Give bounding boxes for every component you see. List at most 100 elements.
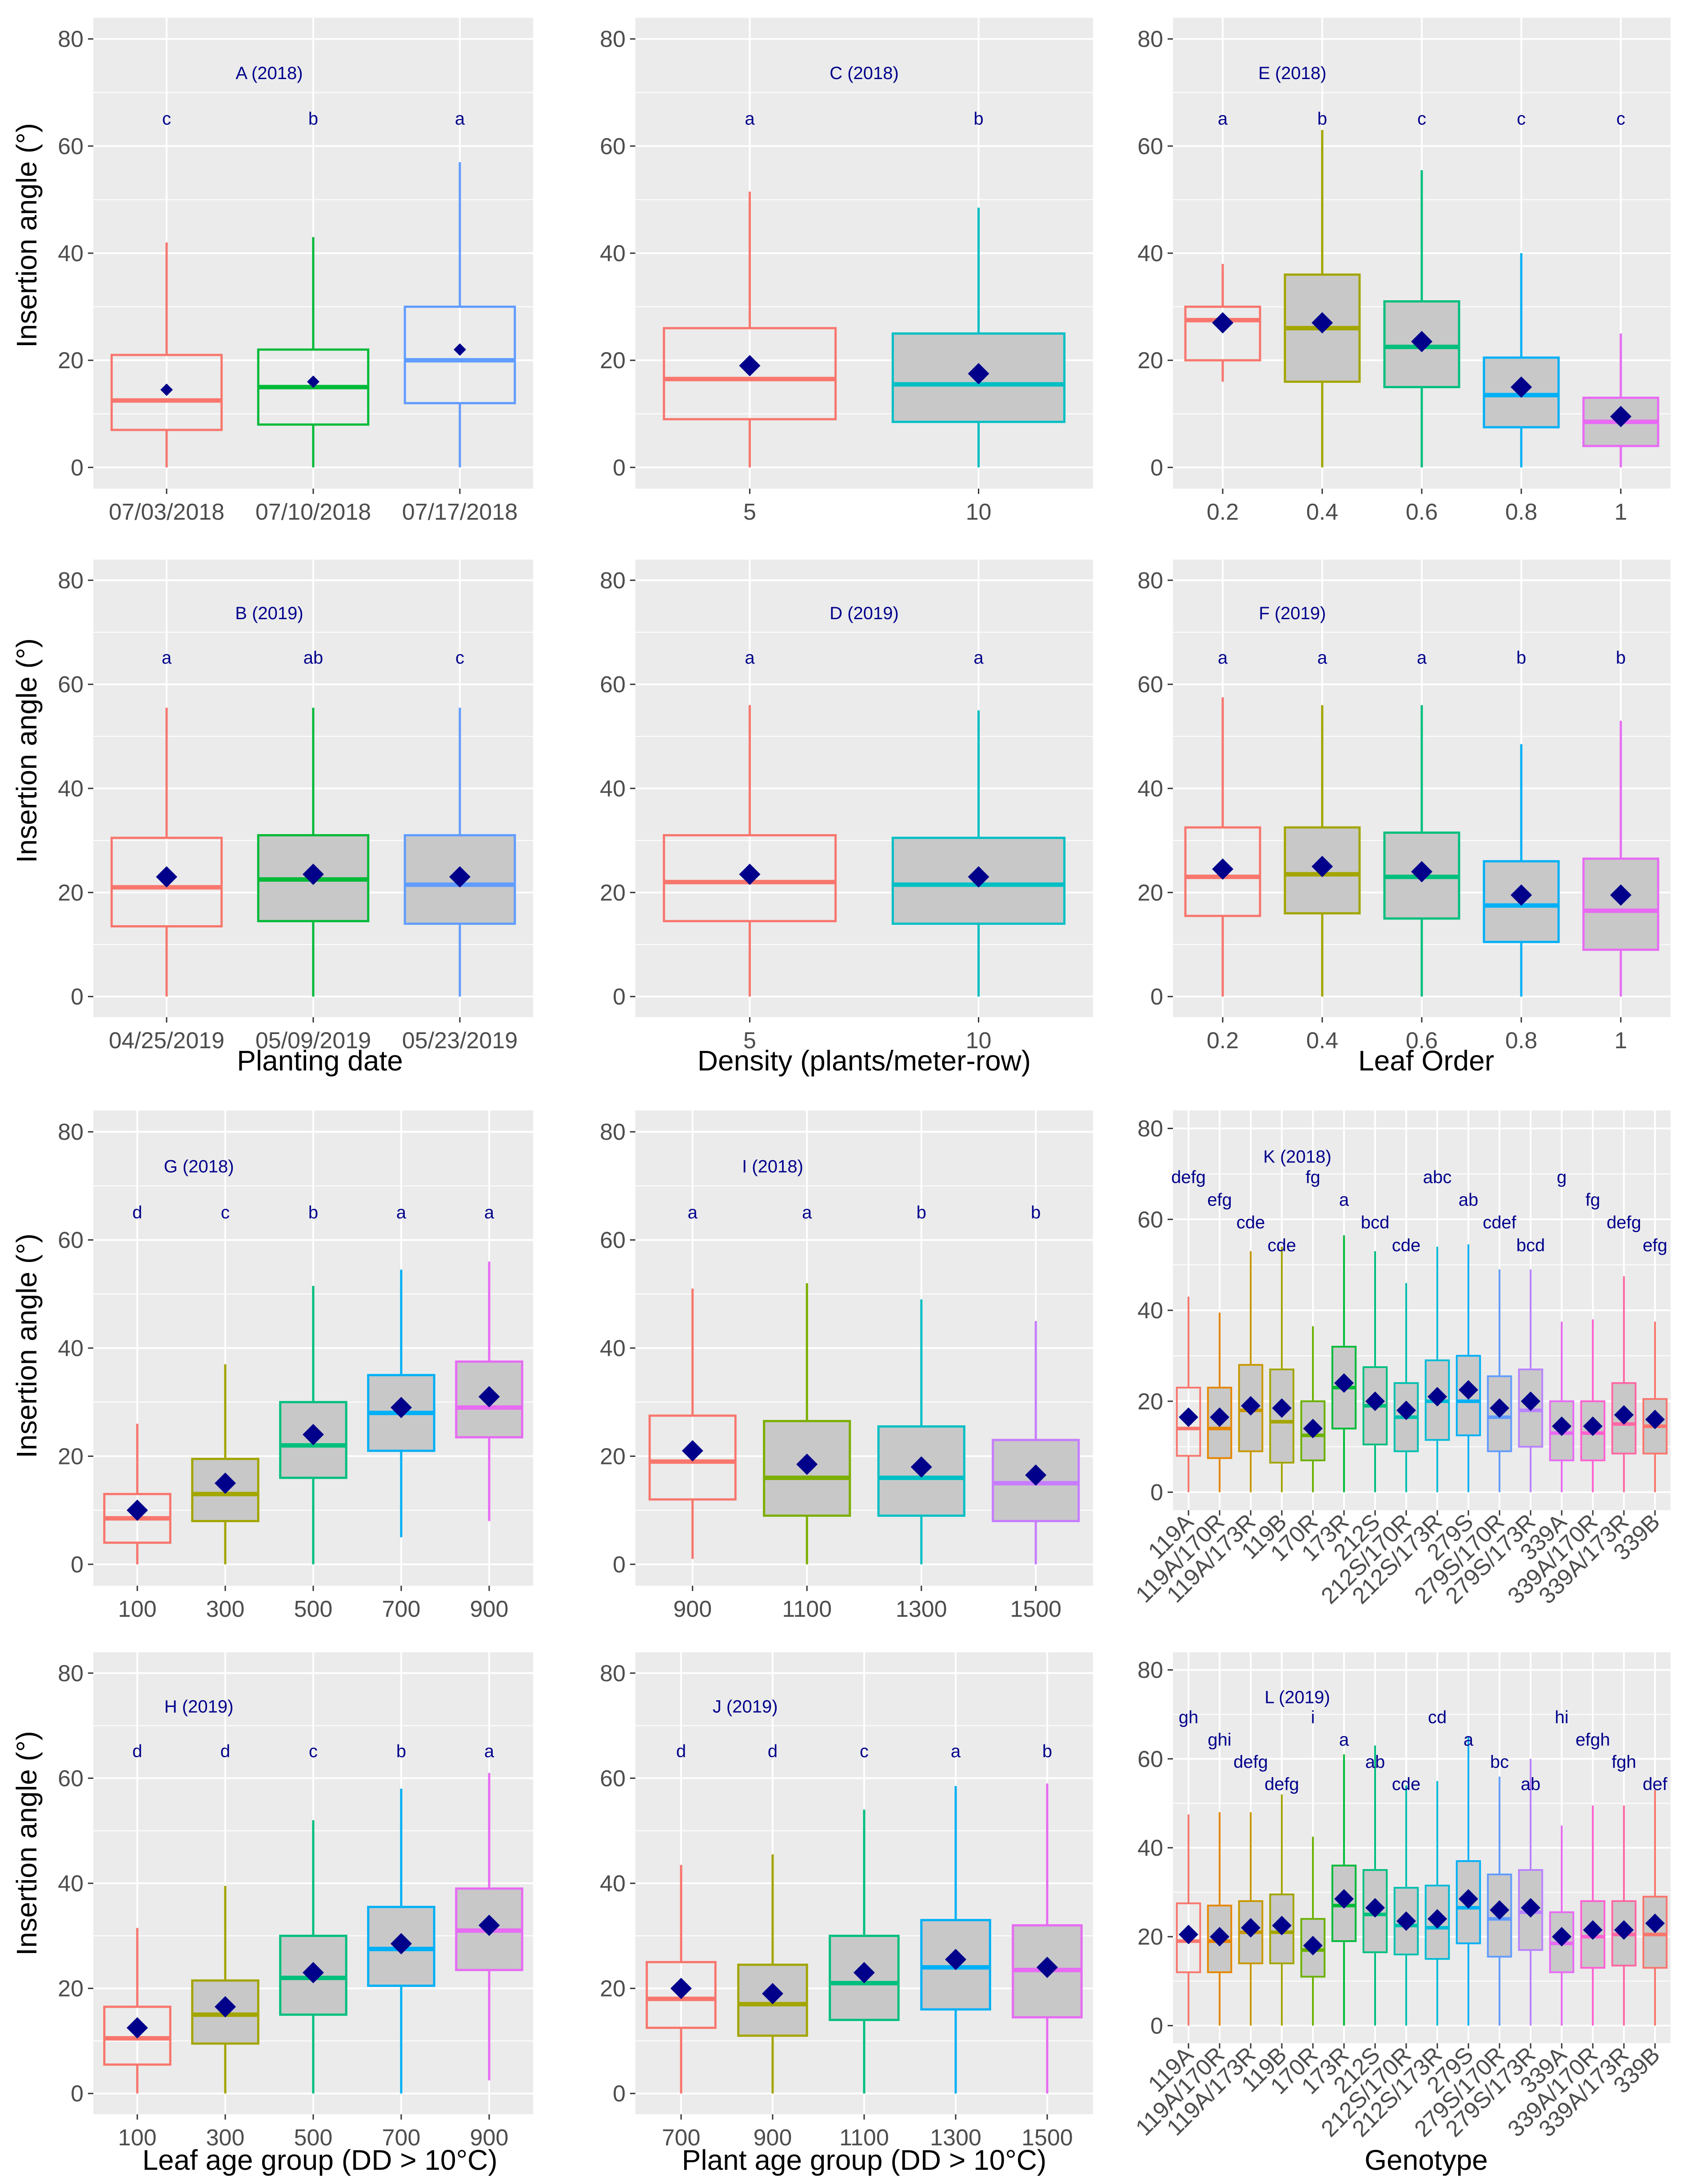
y-tick-label: 20 xyxy=(58,880,84,906)
mean-marker xyxy=(1521,1391,1540,1411)
box-212S/170R: cde xyxy=(1392,1236,1420,1492)
box-900: d xyxy=(737,1742,808,2094)
significance-letter: b xyxy=(1042,1742,1052,1761)
box-1300: b xyxy=(877,1203,965,1564)
significance-letter: c xyxy=(455,648,464,668)
significance-letter: a xyxy=(1218,648,1228,668)
box-0.6: a xyxy=(1383,648,1460,997)
mean-marker xyxy=(762,1983,783,2005)
x-axis-title-planting: Planting date xyxy=(237,1045,403,1077)
significance-letter: ghi xyxy=(1208,1730,1231,1750)
significance-letter: efgh xyxy=(1575,1730,1610,1750)
box-212S/173R: cd xyxy=(1424,1708,1450,2026)
box-500: c xyxy=(279,1742,347,2094)
significance-letter: c xyxy=(309,1742,318,1761)
box-339B: efg xyxy=(1642,1236,1668,1492)
panel-title: L (2019) xyxy=(1264,1688,1330,1707)
panel-title: D (2019) xyxy=(830,604,899,623)
x-tick-label: 900 xyxy=(470,2125,509,2151)
significance-letter: efg xyxy=(1207,1190,1232,1210)
significance-letter: bc xyxy=(1490,1752,1509,1772)
significance-letter: cd xyxy=(1428,1708,1447,1727)
significance-letter: ab xyxy=(303,648,323,668)
significance-letter: fgh xyxy=(1611,1752,1636,1772)
box-0.2: a xyxy=(1184,648,1261,997)
panel-title: F (2019) xyxy=(1259,604,1326,623)
mean-marker xyxy=(1241,1918,1260,1938)
mean-marker xyxy=(1303,1419,1323,1439)
x-tick-label: 0.2 xyxy=(1207,1028,1239,1054)
y-tick-label: 80 xyxy=(1137,27,1163,52)
significance-letter: c xyxy=(1517,109,1526,129)
x-tick-label: 1 xyxy=(1615,499,1627,525)
mean-marker xyxy=(1614,1920,1634,1940)
mean-marker xyxy=(1490,1900,1509,1920)
box-07/17/2018: a xyxy=(403,109,516,468)
y-tick-label: 20 xyxy=(600,880,626,906)
significance-letter: a xyxy=(951,1742,961,1761)
x-tick-label: 1 xyxy=(1615,1028,1627,1054)
box-0.8: b xyxy=(1483,648,1560,997)
box-279S/173R: bcd xyxy=(1516,1236,1545,1492)
box-119A/173R: cde xyxy=(1236,1213,1265,1492)
panel-I: 0 20 40 60 80 I (2018) a a b b 900 1100 1300 1500 xyxy=(600,1110,1093,1622)
panel-D: 0 20 40 60 80 D (2019) a a 5 10 xyxy=(600,560,1093,1054)
box-212S: bcd xyxy=(1361,1213,1390,1492)
significance-letter: b xyxy=(308,1203,318,1222)
box-0.8: c xyxy=(1483,109,1560,468)
mean-marker xyxy=(1645,1913,1665,1933)
y-tick-label: 80 xyxy=(1137,1116,1163,1142)
x-tick-label: 300 xyxy=(206,1596,245,1622)
significance-letter: bcd xyxy=(1361,1213,1390,1233)
y-tick-label: 60 xyxy=(600,1766,626,1791)
x-tick-label: 700 xyxy=(382,2125,421,2151)
mean-marker xyxy=(968,866,989,888)
box-339A: g xyxy=(1549,1167,1575,1492)
significance-letter: b xyxy=(917,1203,926,1222)
box-100: d xyxy=(103,1742,171,2094)
panel-B: 0 20 40 60 80 B (2019) a ab c 04/25/2019 05/09/201… xyxy=(58,560,533,1054)
significance-letter: ab xyxy=(1521,1774,1541,1794)
box-339A/173R: fgh xyxy=(1611,1752,1637,2026)
mean-marker xyxy=(1312,855,1333,877)
significance-letter: ab xyxy=(1459,1190,1479,1210)
box-05/09/2019: ab xyxy=(257,648,370,997)
box-10: b xyxy=(891,109,1066,468)
panel-F: 0 20 40 60 80 F (2019) a a a b b 0.2 0.4 0.6 0.8 1 xyxy=(1137,560,1671,1054)
mean-marker xyxy=(391,1396,412,1418)
significance-letter: a xyxy=(484,1203,495,1222)
mean-marker xyxy=(1583,1416,1603,1436)
box-173R: a xyxy=(1331,1730,1357,2026)
significance-letter: b xyxy=(1516,648,1526,668)
mean-marker xyxy=(1610,406,1631,427)
iqr-box xyxy=(648,1414,737,1501)
mean-marker xyxy=(1303,1936,1323,1956)
mean-marker xyxy=(1490,1398,1509,1418)
mean-marker xyxy=(1037,1957,1058,1978)
mean-marker xyxy=(739,863,761,885)
significance-letter: d xyxy=(676,1742,686,1761)
iqr-box xyxy=(110,354,223,431)
significance-letter: c xyxy=(1616,109,1625,129)
box-173R: a xyxy=(1331,1190,1357,1492)
y-tick-label: 60 xyxy=(600,672,626,698)
box-170R: fg xyxy=(1300,1167,1326,1492)
significance-letter: a xyxy=(745,109,755,129)
mean-marker xyxy=(1396,1911,1416,1931)
mean-marker xyxy=(1511,376,1532,398)
x-tick-label: 0.4 xyxy=(1306,499,1338,525)
x-axis-title-leaf-order: Leaf Order xyxy=(1358,1045,1494,1077)
box-100: d xyxy=(103,1203,171,1564)
y-tick-label: 0 xyxy=(71,984,84,1010)
significance-letter: a xyxy=(484,1742,495,1761)
y-axis-title-row3: Insertion angle (°) xyxy=(11,1233,43,1458)
y-tick-label: 80 xyxy=(600,1661,626,1687)
y-tick-label: 20 xyxy=(1137,1924,1163,1950)
significance-letter: efg xyxy=(1643,1236,1667,1255)
mean-marker xyxy=(303,1424,324,1445)
significance-letter: b xyxy=(973,109,983,129)
x-tick-label: 900 xyxy=(673,1596,712,1622)
x-tick-label: 5 xyxy=(743,499,756,525)
y-tick-label: 40 xyxy=(600,1336,626,1361)
